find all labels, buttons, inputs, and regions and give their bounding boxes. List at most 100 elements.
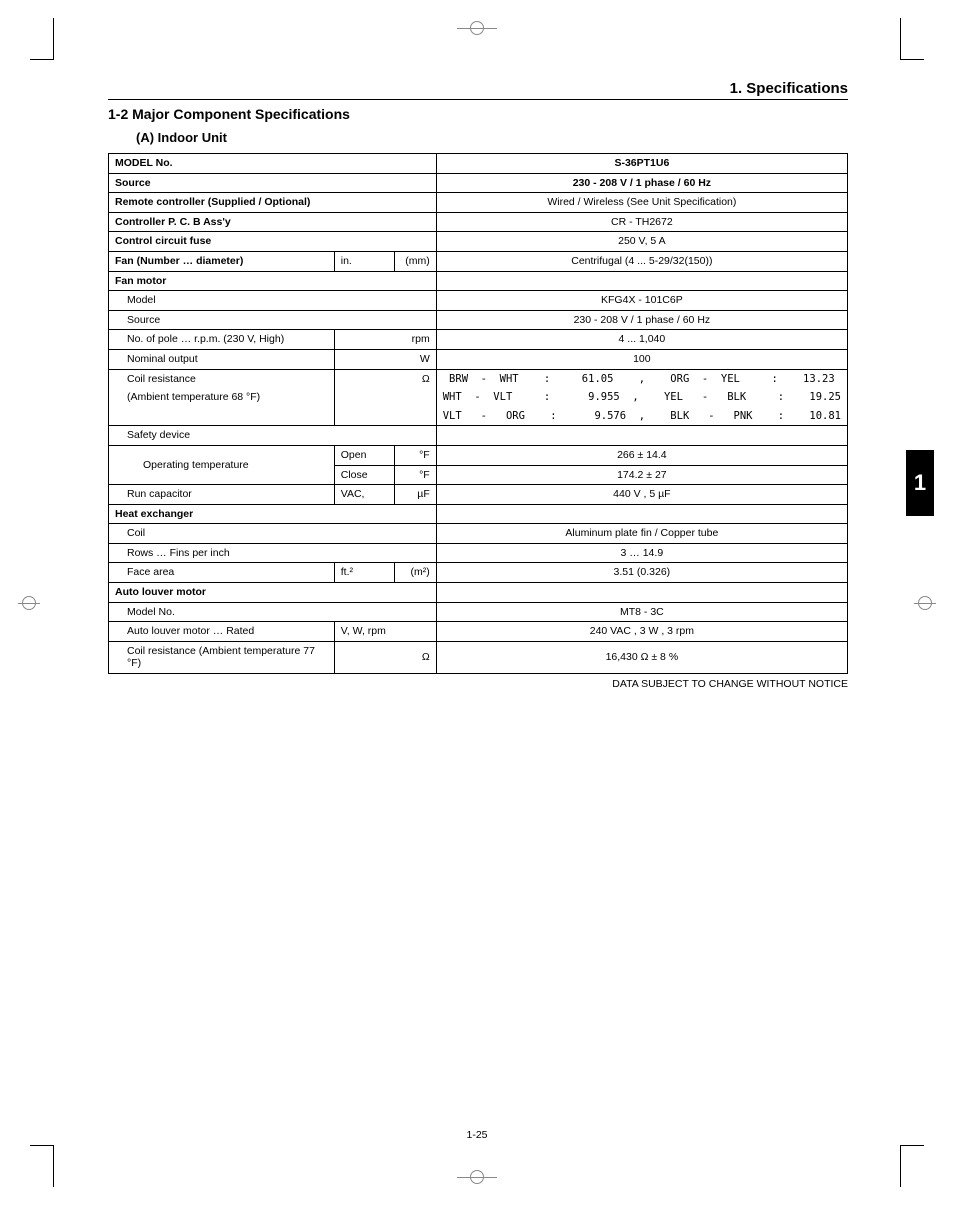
value-open: 266 ± 14.4 bbox=[436, 445, 847, 465]
value-source: 230 - 208 V / 1 phase / 60 Hz bbox=[436, 173, 847, 193]
table-row: Fan (Number … diameter) in. (mm) Centrif… bbox=[109, 251, 848, 271]
table-row: Remote controller (Supplied / Optional) … bbox=[109, 193, 848, 213]
registration-mark bbox=[457, 18, 497, 38]
unit-ohm: Ω bbox=[334, 641, 436, 673]
label-fm-source: Source bbox=[109, 310, 437, 330]
value-face: 3.51 (0.326) bbox=[436, 563, 847, 583]
registration-mark bbox=[914, 592, 936, 614]
spec-table: MODEL No. S-36PT1U6 Source 230 - 208 V /… bbox=[108, 153, 848, 674]
label-source: Source bbox=[109, 173, 437, 193]
label-rows: Rows … Fins per inch bbox=[109, 543, 437, 563]
table-row: Heat exchanger bbox=[109, 504, 848, 524]
table-row: Auto louver motor … Rated V, W, rpm 240 … bbox=[109, 622, 848, 642]
label-fm-nom: Nominal output bbox=[109, 349, 335, 369]
table-row: (Ambient temperature 68 °F) WHT - VLT : … bbox=[109, 388, 848, 407]
subsection-title: (A) Indoor Unit bbox=[136, 130, 848, 145]
unit-f: °F bbox=[394, 465, 436, 485]
crop-mark bbox=[900, 18, 924, 60]
table-row: Run capacitor VAC, µF 440 V , 5 µF bbox=[109, 485, 848, 505]
table-row: Auto louver motor bbox=[109, 583, 848, 603]
value-fm-coil-3: VLT - ORG : 9.576 , BLK - PNK : 10.81 bbox=[436, 407, 847, 426]
value-empty bbox=[436, 504, 847, 524]
label-fuse: Control circuit fuse bbox=[109, 232, 437, 252]
section-tab: 1 bbox=[906, 450, 934, 516]
value-coil: Aluminum plate fin / Copper tube bbox=[436, 524, 847, 544]
table-row: Model No. MT8 - 3C bbox=[109, 602, 848, 622]
label-alm: Auto louver motor bbox=[109, 583, 437, 603]
unit-ft2: ft.² bbox=[334, 563, 394, 583]
unit-vac: VAC, bbox=[334, 485, 394, 505]
table-row: No. of pole … r.p.m. (230 V, High) rpm 4… bbox=[109, 330, 848, 350]
label-model-no: MODEL No. bbox=[109, 154, 437, 174]
table-row: Face area ft.² (m²) 3.51 (0.326) bbox=[109, 563, 848, 583]
page-number: 1-25 bbox=[466, 1129, 487, 1141]
value-fuse: 250 V, 5 A bbox=[436, 232, 847, 252]
unit-f: °F bbox=[394, 445, 436, 465]
unit-fan-mm: (mm) bbox=[394, 251, 436, 271]
value-pcb: CR - TH2672 bbox=[436, 212, 847, 232]
table-row: Model KFG4X - 101C6P bbox=[109, 291, 848, 311]
label-remote: Remote controller (Supplied / Optional) bbox=[109, 193, 437, 213]
value-fm-coil-2: WHT - VLT : 9.955 , YEL - BLK : 19.25 bbox=[436, 388, 847, 407]
label-fan-motor: Fan motor bbox=[109, 271, 437, 291]
table-row: Controller P. C. B Ass'y CR - TH2672 bbox=[109, 212, 848, 232]
label-pcb: Controller P. C. B Ass'y bbox=[109, 212, 437, 232]
value-fm-source: 230 - 208 V / 1 phase / 60 Hz bbox=[436, 310, 847, 330]
label-fm-coil: Coil resistance bbox=[109, 369, 335, 388]
value-fm-nom: 100 bbox=[436, 349, 847, 369]
label-optemp: Operating temperature bbox=[109, 445, 335, 484]
crop-mark bbox=[30, 18, 54, 60]
label-alm-coil: Coil resistance (Ambient temperature 77 … bbox=[109, 641, 335, 673]
crop-mark bbox=[900, 1145, 924, 1187]
table-row: Source 230 - 208 V / 1 phase / 60 Hz bbox=[109, 310, 848, 330]
label-runcap: Run capacitor bbox=[109, 485, 335, 505]
unit-m2: (m²) bbox=[394, 563, 436, 583]
table-row: Source 230 - 208 V / 1 phase / 60 Hz bbox=[109, 173, 848, 193]
table-row: Coil resistance (Ambient temperature 77 … bbox=[109, 641, 848, 673]
registration-mark bbox=[18, 592, 40, 614]
crop-mark bbox=[30, 1145, 54, 1187]
label-alm-model: Model No. bbox=[109, 602, 437, 622]
value-alm-rated: 240 VAC , 3 W , 3 rpm bbox=[436, 622, 847, 642]
label-fan: Fan (Number … diameter) bbox=[109, 251, 335, 271]
registration-mark bbox=[457, 1167, 497, 1187]
value-alm-coil: 16,430 Ω ± 8 % bbox=[436, 641, 847, 673]
unit-ohm: Ω bbox=[334, 369, 436, 426]
page-title: 1. Specifications bbox=[108, 80, 848, 100]
label-fm-amb: (Ambient temperature 68 °F) bbox=[109, 388, 335, 407]
label-empty bbox=[109, 407, 335, 426]
table-row: Coil resistance Ω BRW - WHT : 61.05 , OR… bbox=[109, 369, 848, 388]
value-close: 174.2 ± 27 bbox=[436, 465, 847, 485]
table-row: Safety device bbox=[109, 426, 848, 446]
table-row: Nominal output W 100 bbox=[109, 349, 848, 369]
section-title: 1-2 Major Component Specifications bbox=[108, 106, 848, 122]
value-rows: 3 … 14.9 bbox=[436, 543, 847, 563]
label-coil: Coil bbox=[109, 524, 437, 544]
label-hx: Heat exchanger bbox=[109, 504, 437, 524]
label-fm-model: Model bbox=[109, 291, 437, 311]
value-fan: Centrifugal (4 ... 5-29/32(150)) bbox=[436, 251, 847, 271]
value-alm-model: MT8 - 3C bbox=[436, 602, 847, 622]
label-safety: Safety device bbox=[109, 426, 437, 446]
page-content: 1. Specifications 1-2 Major Component Sp… bbox=[108, 80, 848, 690]
label-fm-pole: No. of pole … r.p.m. (230 V, High) bbox=[109, 330, 335, 350]
unit-uf: µF bbox=[394, 485, 436, 505]
table-row: Operating temperature Open °F 266 ± 14.4 bbox=[109, 445, 848, 465]
table-row: Rows … Fins per inch 3 … 14.9 bbox=[109, 543, 848, 563]
table-row: MODEL No. S-36PT1U6 bbox=[109, 154, 848, 174]
value-empty bbox=[436, 583, 847, 603]
label-face: Face area bbox=[109, 563, 335, 583]
value-model-no: S-36PT1U6 bbox=[436, 154, 847, 174]
value-fm-pole: 4 ... 1,040 bbox=[436, 330, 847, 350]
data-change-notice: DATA SUBJECT TO CHANGE WITHOUT NOTICE bbox=[108, 678, 848, 690]
value-empty bbox=[436, 426, 847, 446]
table-row: Fan motor bbox=[109, 271, 848, 291]
value-fm-model: KFG4X - 101C6P bbox=[436, 291, 847, 311]
unit-fan-in: in. bbox=[334, 251, 394, 271]
value-runcap: 440 V , 5 µF bbox=[436, 485, 847, 505]
label-open: Open bbox=[334, 445, 394, 465]
unit-w: W bbox=[334, 349, 436, 369]
value-remote: Wired / Wireless (See Unit Specification… bbox=[436, 193, 847, 213]
unit-vwrpm: V, W, rpm bbox=[334, 622, 436, 642]
label-alm-rated: Auto louver motor … Rated bbox=[109, 622, 335, 642]
